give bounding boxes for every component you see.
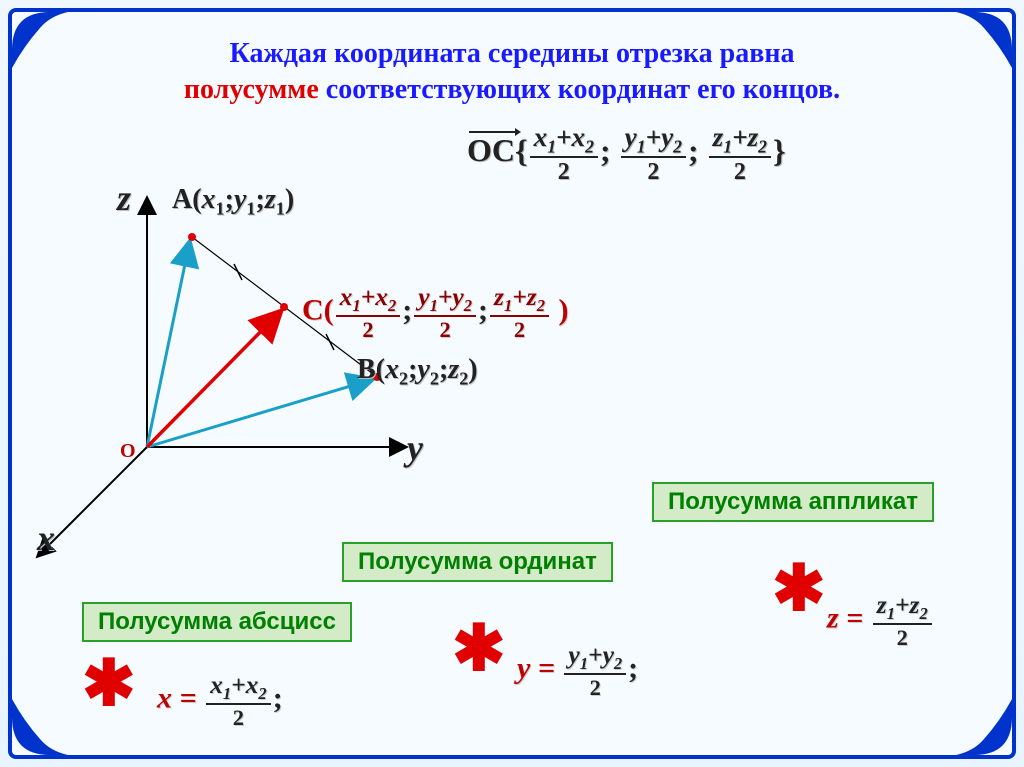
c-frac-y: y1+y22 bbox=[414, 284, 476, 341]
star-2: ✱ bbox=[452, 617, 506, 681]
label-z: z bbox=[117, 177, 131, 219]
badge-abscissa: Полусумма абсцисс bbox=[82, 602, 352, 642]
corner-br bbox=[954, 697, 1014, 757]
formula-z: z = z1+z22 bbox=[827, 592, 934, 649]
vector-oa bbox=[147, 240, 190, 447]
c-frac-z: z1+z22 bbox=[490, 284, 549, 341]
star-3: ✱ bbox=[772, 557, 826, 621]
oc-frac-z: z1+z22 bbox=[709, 124, 771, 184]
label-y: y bbox=[407, 427, 423, 469]
c-frac-x: x1+x22 bbox=[336, 284, 401, 341]
star-1: ✱ bbox=[82, 652, 136, 716]
title-line2-rest: соответствующих координат его концов. bbox=[319, 74, 840, 105]
badge-ordinat: Полусумма ординат bbox=[342, 542, 613, 582]
formula-x: x = x1+x22; bbox=[157, 672, 283, 729]
oc-vector-formula: OC {x1+x22; y1+y22; z1+z22} bbox=[467, 124, 786, 184]
label-origin: O bbox=[120, 440, 136, 463]
point-a bbox=[188, 233, 196, 241]
slide-frame: Каждая координата середины отрезка равна… bbox=[8, 8, 1016, 759]
label-point-a: A(x1;y1;z1) bbox=[172, 184, 294, 220]
slide-title: Каждая координата середины отрезка равна… bbox=[12, 36, 1012, 109]
coordinate-diagram: z y x O A(x1;y1;z1) B(x2;y2;z2) bbox=[62, 182, 462, 562]
title-line1: Каждая координата середины отрезка равна bbox=[230, 38, 795, 69]
label-x: x bbox=[37, 517, 55, 559]
label-point-b: B(x2;y2;z2) bbox=[357, 354, 478, 390]
oc-frac-x: x1+x22 bbox=[530, 124, 598, 184]
point-c bbox=[280, 303, 288, 311]
tick-1 bbox=[234, 264, 242, 280]
corner-bl bbox=[10, 697, 70, 757]
c-point-formula: C(x1+x22;y1+y22;z1+z22 ) bbox=[302, 284, 568, 341]
title-red-word: полусумме bbox=[184, 74, 319, 105]
vector-arrow-icon bbox=[467, 124, 521, 138]
badge-applicat: Полусумма аппликат bbox=[652, 482, 934, 522]
formula-y: y = y1+y22; bbox=[517, 642, 638, 699]
oc-frac-y: y1+y22 bbox=[621, 124, 686, 184]
